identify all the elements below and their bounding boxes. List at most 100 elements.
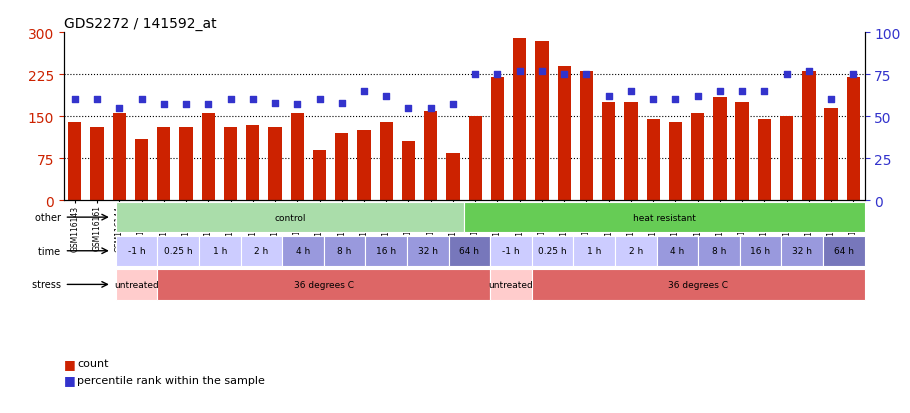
Bar (282, 236, 324, 266)
Bar (424, 112, 438, 201)
Bar (358, 131, 370, 201)
Bar (446, 153, 460, 201)
Bar (464, 202, 864, 233)
Point (112, 105, 126, 112)
Point (423, 105, 438, 112)
Text: 36 degrees C: 36 degrees C (294, 280, 354, 289)
Bar (116, 270, 157, 300)
Point (90, 97, 105, 104)
Text: heat resistant: heat resistant (632, 213, 696, 222)
Bar (824, 109, 838, 201)
Bar (68, 123, 82, 201)
Bar (313, 150, 326, 201)
Text: 16 h: 16 h (751, 247, 771, 256)
Bar (624, 103, 638, 201)
Bar (335, 134, 349, 201)
Bar (157, 236, 199, 266)
Point (713, 88, 727, 95)
Bar (116, 202, 464, 233)
Bar (268, 128, 282, 201)
Text: percentile rank within the sample: percentile rank within the sample (77, 375, 265, 385)
Text: count: count (77, 358, 109, 368)
Point (623, 88, 638, 95)
Bar (179, 128, 193, 201)
Point (512, 68, 527, 75)
Bar (669, 123, 682, 201)
Text: stress: stress (32, 280, 64, 290)
Point (802, 68, 816, 75)
Bar (558, 66, 571, 201)
Point (290, 102, 305, 109)
Text: ■: ■ (64, 373, 76, 387)
Text: ■: ■ (64, 357, 76, 370)
Point (312, 97, 327, 104)
Bar (365, 236, 407, 266)
Bar (407, 236, 449, 266)
Bar (324, 236, 365, 266)
Bar (469, 117, 482, 201)
Bar (782, 236, 823, 266)
Text: 1 h: 1 h (213, 247, 227, 256)
Text: 36 degrees C: 36 degrees C (668, 280, 728, 289)
Point (67, 97, 82, 104)
Bar (135, 139, 148, 201)
Text: 4 h: 4 h (670, 247, 684, 256)
Bar (449, 236, 490, 266)
Bar (602, 103, 615, 201)
Point (401, 105, 416, 112)
Bar (116, 236, 157, 266)
Bar (656, 236, 698, 266)
Text: -1 h: -1 h (502, 247, 520, 256)
Bar (490, 236, 531, 266)
Text: 16 h: 16 h (376, 247, 396, 256)
Bar (246, 125, 259, 201)
Bar (740, 236, 782, 266)
Bar (780, 117, 794, 201)
Text: 4 h: 4 h (296, 247, 310, 256)
Text: GDS2272 / 141592_at: GDS2272 / 141592_at (64, 17, 217, 31)
Point (135, 97, 149, 104)
Bar (402, 142, 415, 201)
Text: control: control (274, 213, 306, 222)
Point (178, 102, 193, 109)
Point (535, 68, 550, 75)
Text: 2 h: 2 h (629, 247, 642, 256)
Bar (573, 236, 615, 266)
Point (602, 93, 616, 100)
Text: 64 h: 64 h (460, 247, 480, 256)
Bar (240, 236, 282, 266)
Point (824, 97, 838, 104)
Text: -1 h: -1 h (127, 247, 146, 256)
Text: 0.25 h: 0.25 h (538, 247, 567, 256)
Point (846, 72, 861, 78)
Bar (379, 123, 393, 201)
Point (201, 102, 216, 109)
Bar (490, 270, 531, 300)
Bar (513, 39, 526, 201)
Text: untreated: untreated (114, 280, 159, 289)
Bar (224, 128, 238, 201)
Bar (615, 236, 656, 266)
Point (490, 72, 505, 78)
Bar (531, 236, 573, 266)
Bar (691, 114, 704, 201)
Text: 2 h: 2 h (254, 247, 268, 256)
Bar (202, 114, 215, 201)
Bar (90, 128, 104, 201)
Bar (823, 236, 864, 266)
Point (735, 88, 750, 95)
Bar (290, 114, 304, 201)
Text: 32 h: 32 h (418, 247, 438, 256)
Point (157, 102, 171, 109)
Bar (113, 114, 126, 201)
Point (357, 88, 371, 95)
Bar (531, 270, 864, 300)
Point (335, 100, 349, 107)
Bar (157, 128, 170, 201)
Text: 8 h: 8 h (712, 247, 726, 256)
Point (646, 97, 661, 104)
Bar (580, 72, 593, 201)
Bar (713, 97, 726, 201)
Bar (803, 72, 815, 201)
Bar (758, 120, 771, 201)
